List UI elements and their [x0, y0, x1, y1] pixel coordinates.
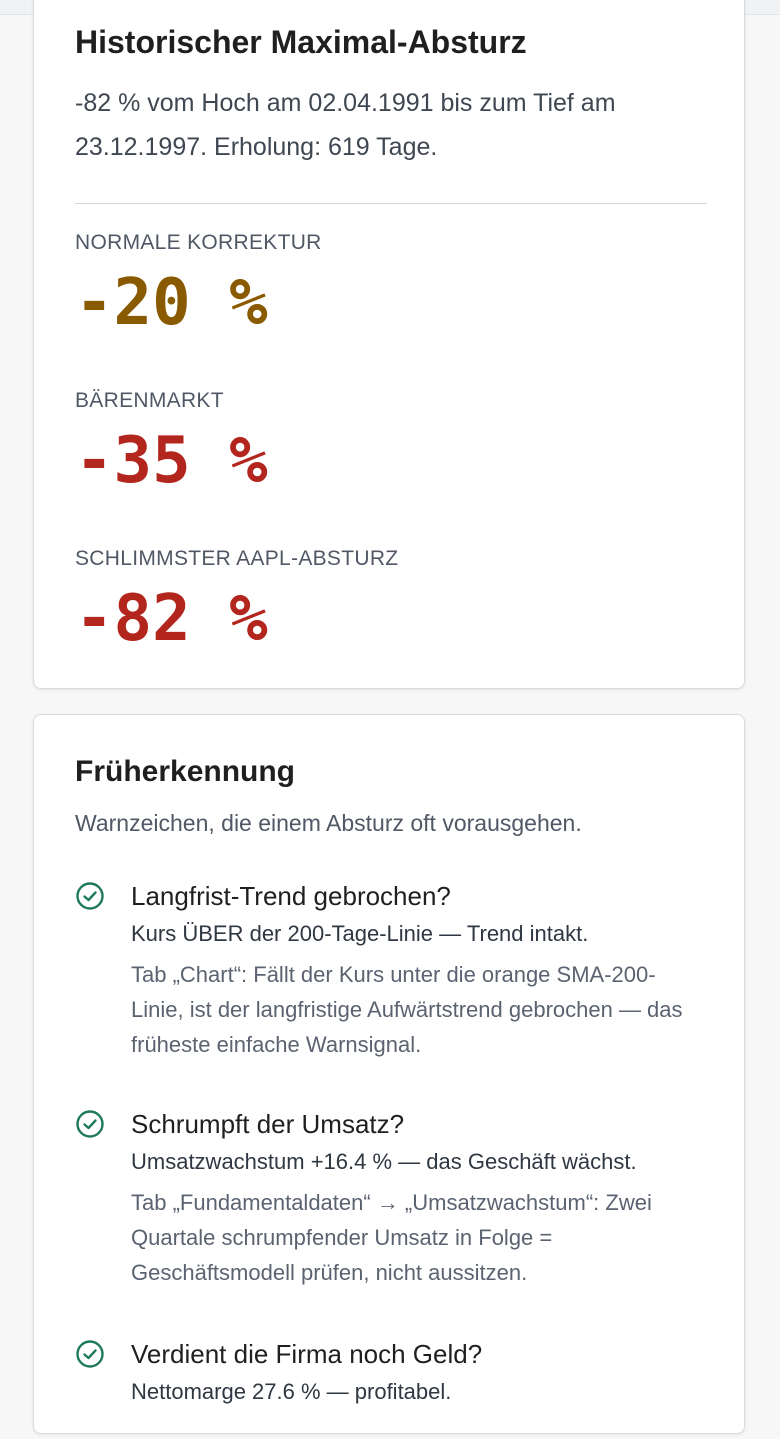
- warning-hint: Tab „Chart“: Fällt der Kurs unter die or…: [131, 962, 683, 1057]
- early-warning-card: Früherkennung Warnzeichen, die einem Abs…: [33, 714, 745, 1434]
- metric-label-normal-correction: NORMALE KORREKTUR: [75, 231, 322, 254]
- drawdown-description: -82 % vom Hoch am 02.04.1991 bis zum Tie…: [75, 89, 616, 161]
- check-circle-icon: [76, 1340, 104, 1368]
- check-circle-icon: [76, 1110, 104, 1138]
- warning-question: Langfrist-Trend gebrochen?: [131, 881, 451, 911]
- metric-value-worst-crash: -82 %: [75, 582, 268, 656]
- divider: [75, 203, 707, 204]
- warning-item-trend: Langfrist-Trend gebrochen? Kurs ÜBER der…: [75, 881, 715, 1081]
- warning-status: Nettomarge 27.6 % — profitabel.: [131, 1379, 452, 1404]
- metric-value-normal-correction: -20 %: [75, 266, 268, 340]
- warning-status: Kurs ÜBER der 200-Tage-Linie — Trend int…: [131, 921, 589, 946]
- warning-question: Schrumpft der Umsatz?: [131, 1109, 405, 1139]
- card-title: Historischer Maximal-Absturz: [75, 24, 527, 60]
- warning-question: Verdient die Firma noch Geld?: [131, 1339, 483, 1369]
- warning-item-revenue: Schrumpft der Umsatz? Umsatzwachstum +16…: [75, 1109, 715, 1309]
- card-title: Früherkennung: [75, 755, 296, 788]
- warning-status: Umsatzwachstum +16.4 % — das Geschäft wä…: [131, 1149, 637, 1174]
- metric-label-bear-market: BÄRENMARKT: [75, 389, 224, 412]
- metric-label-worst-crash: SCHLIMMSTER AAPL-ABSTURZ: [75, 547, 399, 570]
- warning-hint: Tab „Fundamentaldaten“ → „Umsatzwachstum…: [131, 1190, 652, 1285]
- warning-item-profitability: Verdient die Firma noch Geld? Nettomarge…: [75, 1339, 715, 1439]
- max-drawdown-card: Historischer Maximal-Absturz -82 % vom H…: [33, 0, 745, 689]
- check-circle-icon: [76, 882, 104, 910]
- card-subtitle: Warnzeichen, die einem Absturz oft vorau…: [75, 810, 582, 836]
- metric-value-bear-market: -35 %: [75, 424, 268, 498]
